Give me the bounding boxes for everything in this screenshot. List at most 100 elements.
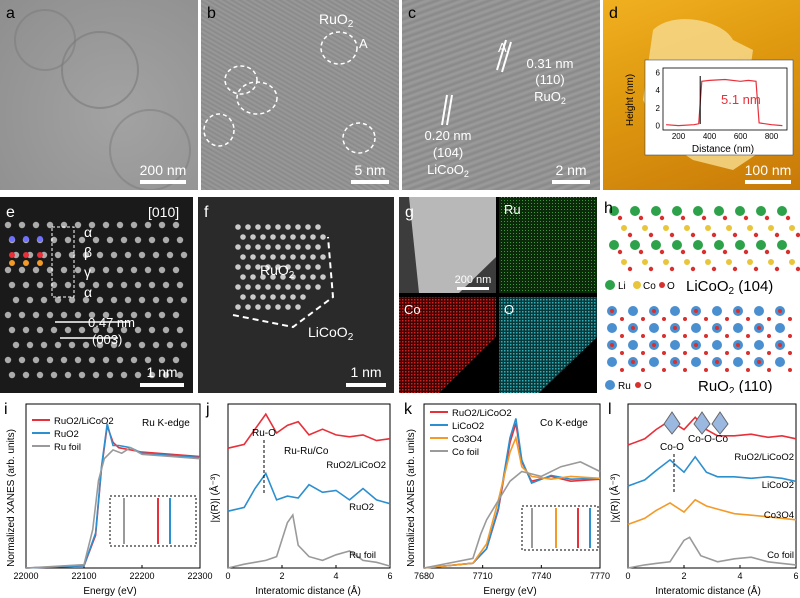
atom-column (102, 221, 110, 229)
x-tick-label: 22100 (71, 571, 96, 581)
lattice-atom (774, 232, 780, 238)
lattice-atom (628, 340, 638, 350)
atom-column (172, 266, 180, 274)
lattice-atom (694, 309, 698, 313)
atom-column (4, 221, 12, 229)
legend-o2: O (644, 381, 652, 392)
panel-d-inset-ylabel: Height (nm) (625, 74, 636, 126)
atom-column (285, 264, 291, 270)
lattice-atom (712, 340, 722, 350)
atom-column (78, 326, 86, 334)
atom-column (172, 311, 180, 319)
scale-bar-a (140, 180, 186, 184)
lattice-atom (732, 232, 738, 238)
atom-column (235, 304, 241, 310)
panel-b: b RuO2 A 5 nm (201, 0, 399, 190)
atom-column (245, 284, 251, 290)
atom-column (260, 294, 266, 300)
zoom-inset (109, 495, 197, 547)
atom-column (116, 356, 124, 364)
panel-c-d1: 0.31 nm (527, 56, 574, 71)
panel-h-title2: RuO2 (110) (698, 378, 772, 393)
y-tick-label: 2 (656, 104, 661, 113)
lattice-atom (663, 225, 669, 231)
lattice-atom (627, 232, 633, 238)
atom-column (176, 281, 184, 289)
series-line (627, 455, 797, 487)
panel-c-marker-a: A (498, 40, 507, 55)
atom-column (162, 371, 170, 379)
y-tick-label: 6 (656, 68, 661, 77)
lattice-atom (694, 343, 698, 347)
lattice-atom (683, 334, 687, 338)
panel-b-marker-a: A (359, 36, 368, 51)
panel-i-letter: i (4, 401, 8, 418)
atom-column (270, 294, 276, 300)
atom-column (250, 274, 256, 280)
atom-column (290, 274, 296, 280)
atom-model (37, 260, 43, 266)
legend-li-icon (605, 280, 615, 290)
panel-d-letter: d (609, 5, 618, 22)
lattice-atom (746, 334, 750, 338)
lattice-atom (642, 225, 648, 231)
atom-column (36, 326, 44, 334)
lattice-atom (746, 317, 750, 321)
atom-column (300, 254, 306, 260)
scale-label-c: 2 nm (555, 162, 586, 178)
atom-column (240, 294, 246, 300)
atom-column (4, 356, 12, 364)
series-label: Ru foil (349, 550, 376, 561)
atom-column (270, 274, 276, 280)
atom-column (265, 304, 271, 310)
atom-column (4, 311, 12, 319)
series-line (227, 412, 391, 449)
atom-column (320, 274, 326, 280)
legend-o-icon (659, 282, 665, 288)
lattice-atom (683, 317, 687, 321)
atom-column (320, 254, 326, 260)
atom-column (148, 236, 156, 244)
panel-e-stack-1: β (84, 244, 92, 260)
legend-o2-icon (635, 382, 641, 388)
atom-column (250, 254, 256, 260)
panel-e-stack-3: α (84, 284, 92, 300)
atom-column (176, 236, 184, 244)
panel-f: f RuO2 LiCoO2 1 nm (198, 197, 394, 393)
lattice-atom (733, 323, 743, 333)
atom-column (280, 274, 286, 280)
atom-column (172, 221, 180, 229)
atom-column (102, 311, 110, 319)
atom-column (64, 281, 72, 289)
lattice-atom (607, 323, 617, 333)
atom-column (255, 224, 261, 230)
lattice-atom (746, 351, 750, 355)
atom-column (148, 326, 156, 334)
atom-column (290, 294, 296, 300)
lattice-atom (778, 309, 782, 313)
lattice-atom (621, 259, 627, 265)
panel-g-map-co: Co (404, 302, 421, 317)
lattice-atom (662, 317, 666, 321)
atom-column (106, 281, 114, 289)
legend-ru: Ru (618, 381, 631, 392)
lattice-atom (725, 334, 729, 338)
spectra-row: i Ru K-edge Normalized XANES (arb. units… (4, 401, 799, 597)
atom-column (130, 221, 138, 229)
lattice-atom (778, 343, 782, 347)
series-label: Co3O4 (764, 510, 794, 521)
lattice-atom (638, 249, 644, 255)
lattice-atom (617, 249, 623, 255)
lattice-atom (610, 343, 614, 347)
lattice-atom (673, 360, 677, 364)
atom-column (60, 311, 68, 319)
lattice-atom (641, 368, 645, 372)
atom-column (285, 304, 291, 310)
atom-column (245, 304, 251, 310)
lattice-atom (620, 317, 624, 321)
atom-column (285, 284, 291, 290)
lattice-atom (670, 340, 680, 350)
lattice-atom (747, 225, 753, 231)
atom-column (275, 304, 281, 310)
scale-label-g: 200 nm (455, 274, 492, 286)
